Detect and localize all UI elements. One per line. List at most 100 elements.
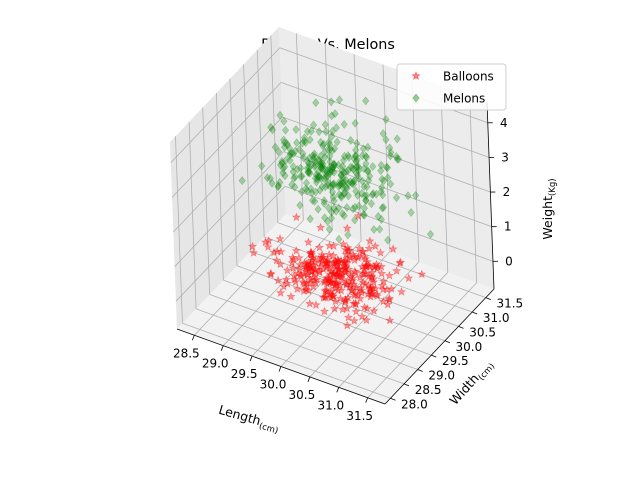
data-point-melons bbox=[347, 162, 355, 172]
data-point-balloons bbox=[336, 285, 346, 295]
data-point-balloons bbox=[417, 269, 427, 279]
data-point-melons bbox=[358, 151, 366, 161]
data-point-melons bbox=[377, 187, 385, 196]
data-point-melons bbox=[281, 156, 290, 166]
data-point-balloons bbox=[296, 271, 306, 281]
data-point-melons bbox=[360, 182, 368, 192]
data-point-balloons bbox=[307, 253, 318, 262]
data-point-melons bbox=[337, 192, 345, 202]
legend-marker-melons bbox=[412, 93, 420, 103]
data-point-balloons bbox=[298, 277, 308, 287]
data-point-balloons bbox=[322, 257, 332, 267]
data-point-melons bbox=[334, 160, 342, 170]
data-point-melons bbox=[305, 159, 313, 168]
data-point-balloons bbox=[333, 254, 343, 264]
data-point-melons bbox=[386, 143, 394, 153]
data-point-balloons bbox=[327, 278, 337, 288]
data-point-melons bbox=[326, 140, 334, 150]
grid-line-x bbox=[382, 64, 391, 252]
legend-label-balloons: Balloons bbox=[443, 70, 494, 84]
y-tick-mark bbox=[485, 297, 491, 300]
data-point-melons bbox=[330, 167, 338, 177]
data-point-balloons bbox=[344, 252, 355, 262]
data-point-balloons bbox=[299, 278, 310, 288]
data-point-balloons bbox=[294, 264, 305, 274]
x-tick-label: 31.0 bbox=[317, 398, 344, 412]
data-point-balloons bbox=[372, 263, 382, 273]
data-point-balloons bbox=[307, 255, 317, 265]
data-point-balloons bbox=[328, 291, 338, 301]
data-point-melons bbox=[351, 151, 360, 160]
data-point-melons bbox=[320, 198, 328, 208]
data-point-balloons bbox=[362, 257, 372, 266]
data-point-balloons bbox=[344, 282, 355, 292]
x-tick-mark bbox=[249, 355, 253, 362]
data-point-balloons bbox=[355, 283, 366, 293]
data-point-balloons bbox=[351, 306, 361, 316]
data-point-melons bbox=[289, 162, 297, 171]
data-point-balloons bbox=[328, 268, 338, 278]
data-point-melons bbox=[340, 168, 348, 178]
data-point-balloons bbox=[308, 260, 319, 269]
data-point-melons bbox=[365, 176, 373, 185]
data-point-melons bbox=[306, 135, 314, 145]
data-point-balloons bbox=[275, 259, 286, 269]
data-point-melons bbox=[340, 151, 349, 161]
data-point-melons bbox=[393, 154, 401, 164]
data-point-balloons bbox=[347, 275, 358, 285]
data-point-balloons bbox=[299, 286, 309, 295]
data-point-balloons bbox=[370, 241, 380, 251]
data-point-balloons bbox=[372, 291, 382, 301]
data-point-melons bbox=[329, 163, 337, 172]
grid-line-y bbox=[188, 121, 197, 309]
data-point-melons bbox=[268, 178, 276, 188]
data-point-balloons bbox=[357, 247, 367, 257]
data-point-balloons bbox=[334, 256, 344, 266]
data-point-melons bbox=[349, 164, 357, 174]
data-point-balloons bbox=[342, 303, 352, 313]
data-point-balloons bbox=[336, 255, 346, 265]
data-point-melons bbox=[328, 126, 337, 136]
data-point-melons bbox=[278, 158, 286, 168]
data-point-melons bbox=[319, 164, 327, 174]
y-tick-mark bbox=[417, 369, 423, 372]
y-tick-mark bbox=[472, 311, 478, 315]
data-point-melons bbox=[359, 144, 367, 154]
data-point-balloons bbox=[271, 255, 282, 265]
data-point-melons bbox=[368, 190, 376, 200]
data-point-melons bbox=[382, 162, 390, 172]
data-point-melons bbox=[318, 161, 326, 171]
data-point-melons bbox=[324, 203, 333, 213]
grid-line-z bbox=[173, 116, 283, 233]
data-point-melons bbox=[293, 164, 301, 174]
data-point-melons bbox=[352, 186, 360, 196]
data-point-melons bbox=[317, 137, 325, 147]
y-tick-label: 30.0 bbox=[456, 340, 483, 354]
grid-line-y bbox=[229, 78, 238, 266]
data-point-melons bbox=[303, 186, 311, 196]
data-point-melons bbox=[335, 190, 343, 199]
data-point-balloons bbox=[361, 315, 372, 325]
data-point-balloons bbox=[367, 289, 377, 299]
y-tick-label: 31.0 bbox=[483, 311, 510, 325]
data-point-melons bbox=[351, 151, 360, 161]
data-point-balloons bbox=[330, 256, 341, 266]
z-tick-label: 3 bbox=[501, 150, 509, 164]
data-point-balloons bbox=[301, 262, 311, 272]
data-point-melons bbox=[302, 178, 311, 188]
data-point-balloons bbox=[348, 249, 358, 259]
data-point-melons bbox=[320, 174, 328, 184]
data-point-melons bbox=[324, 144, 332, 154]
data-point-melons bbox=[311, 196, 319, 206]
data-point-melons bbox=[278, 157, 286, 166]
data-point-balloons bbox=[328, 241, 339, 251]
data-point-balloons bbox=[304, 260, 314, 270]
data-point-melons bbox=[276, 160, 285, 170]
data-point-melons bbox=[344, 179, 352, 188]
data-point-balloons bbox=[341, 279, 352, 289]
data-point-melons bbox=[315, 155, 323, 165]
data-point-melons bbox=[352, 145, 360, 155]
data-point-balloons bbox=[353, 211, 363, 221]
data-point-balloons bbox=[303, 285, 314, 295]
data-point-balloons bbox=[335, 280, 345, 290]
